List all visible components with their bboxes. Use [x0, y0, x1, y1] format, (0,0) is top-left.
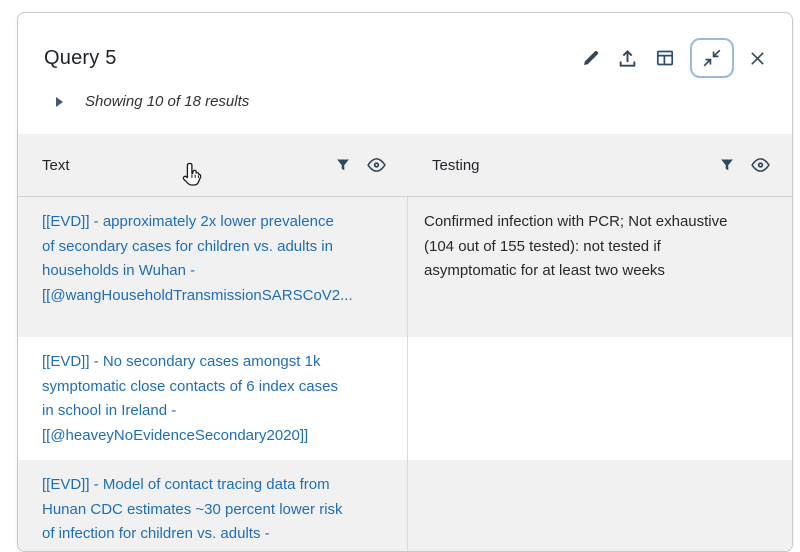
query-results-panel: Query 5 [17, 12, 793, 552]
result-testing-value: Confirmed infection with PCR; Not exhaus… [408, 197, 792, 337]
result-text-link[interactable]: [[EVD]] - Model of contact tracing data … [18, 460, 408, 551]
panel-toolbar [581, 38, 766, 78]
column-header-text[interactable]: Text [18, 134, 408, 197]
result-testing-value [408, 460, 792, 551]
pencil-icon [581, 49, 600, 68]
result-text-link[interactable]: [[EVD]] - No secondary cases amongst 1k … [18, 337, 408, 460]
table-columns-icon [655, 48, 675, 68]
results-table: Text Testing [[EVD]] - approx [18, 134, 792, 551]
results-count-text: Showing 10 of 18 results [85, 93, 250, 110]
result-text-link[interactable]: [[EVD]] - approximately 2x lower prevale… [18, 197, 408, 337]
export-button[interactable] [617, 48, 638, 69]
disclosure-triangle-icon[interactable] [56, 96, 63, 107]
table-layout-button[interactable] [655, 48, 675, 68]
column-header-testing[interactable]: Testing [408, 134, 792, 197]
column-label: Testing [432, 156, 480, 174]
collapse-arrows-icon [702, 48, 722, 68]
close-button[interactable] [749, 50, 766, 67]
upload-icon [617, 48, 638, 69]
collapse-button[interactable] [690, 38, 734, 78]
results-summary: Showing 10 of 18 results [56, 89, 792, 114]
eye-icon[interactable] [750, 157, 771, 173]
filter-icon[interactable] [335, 157, 351, 173]
close-icon [749, 50, 766, 67]
column-label: Text [42, 156, 70, 174]
edit-button[interactable] [581, 49, 600, 68]
eye-icon[interactable] [366, 157, 387, 173]
result-testing-value [408, 337, 792, 460]
panel-title: Query 5 [44, 46, 117, 69]
filter-icon[interactable] [719, 157, 735, 173]
panel-header: Query 5 [18, 13, 792, 78]
